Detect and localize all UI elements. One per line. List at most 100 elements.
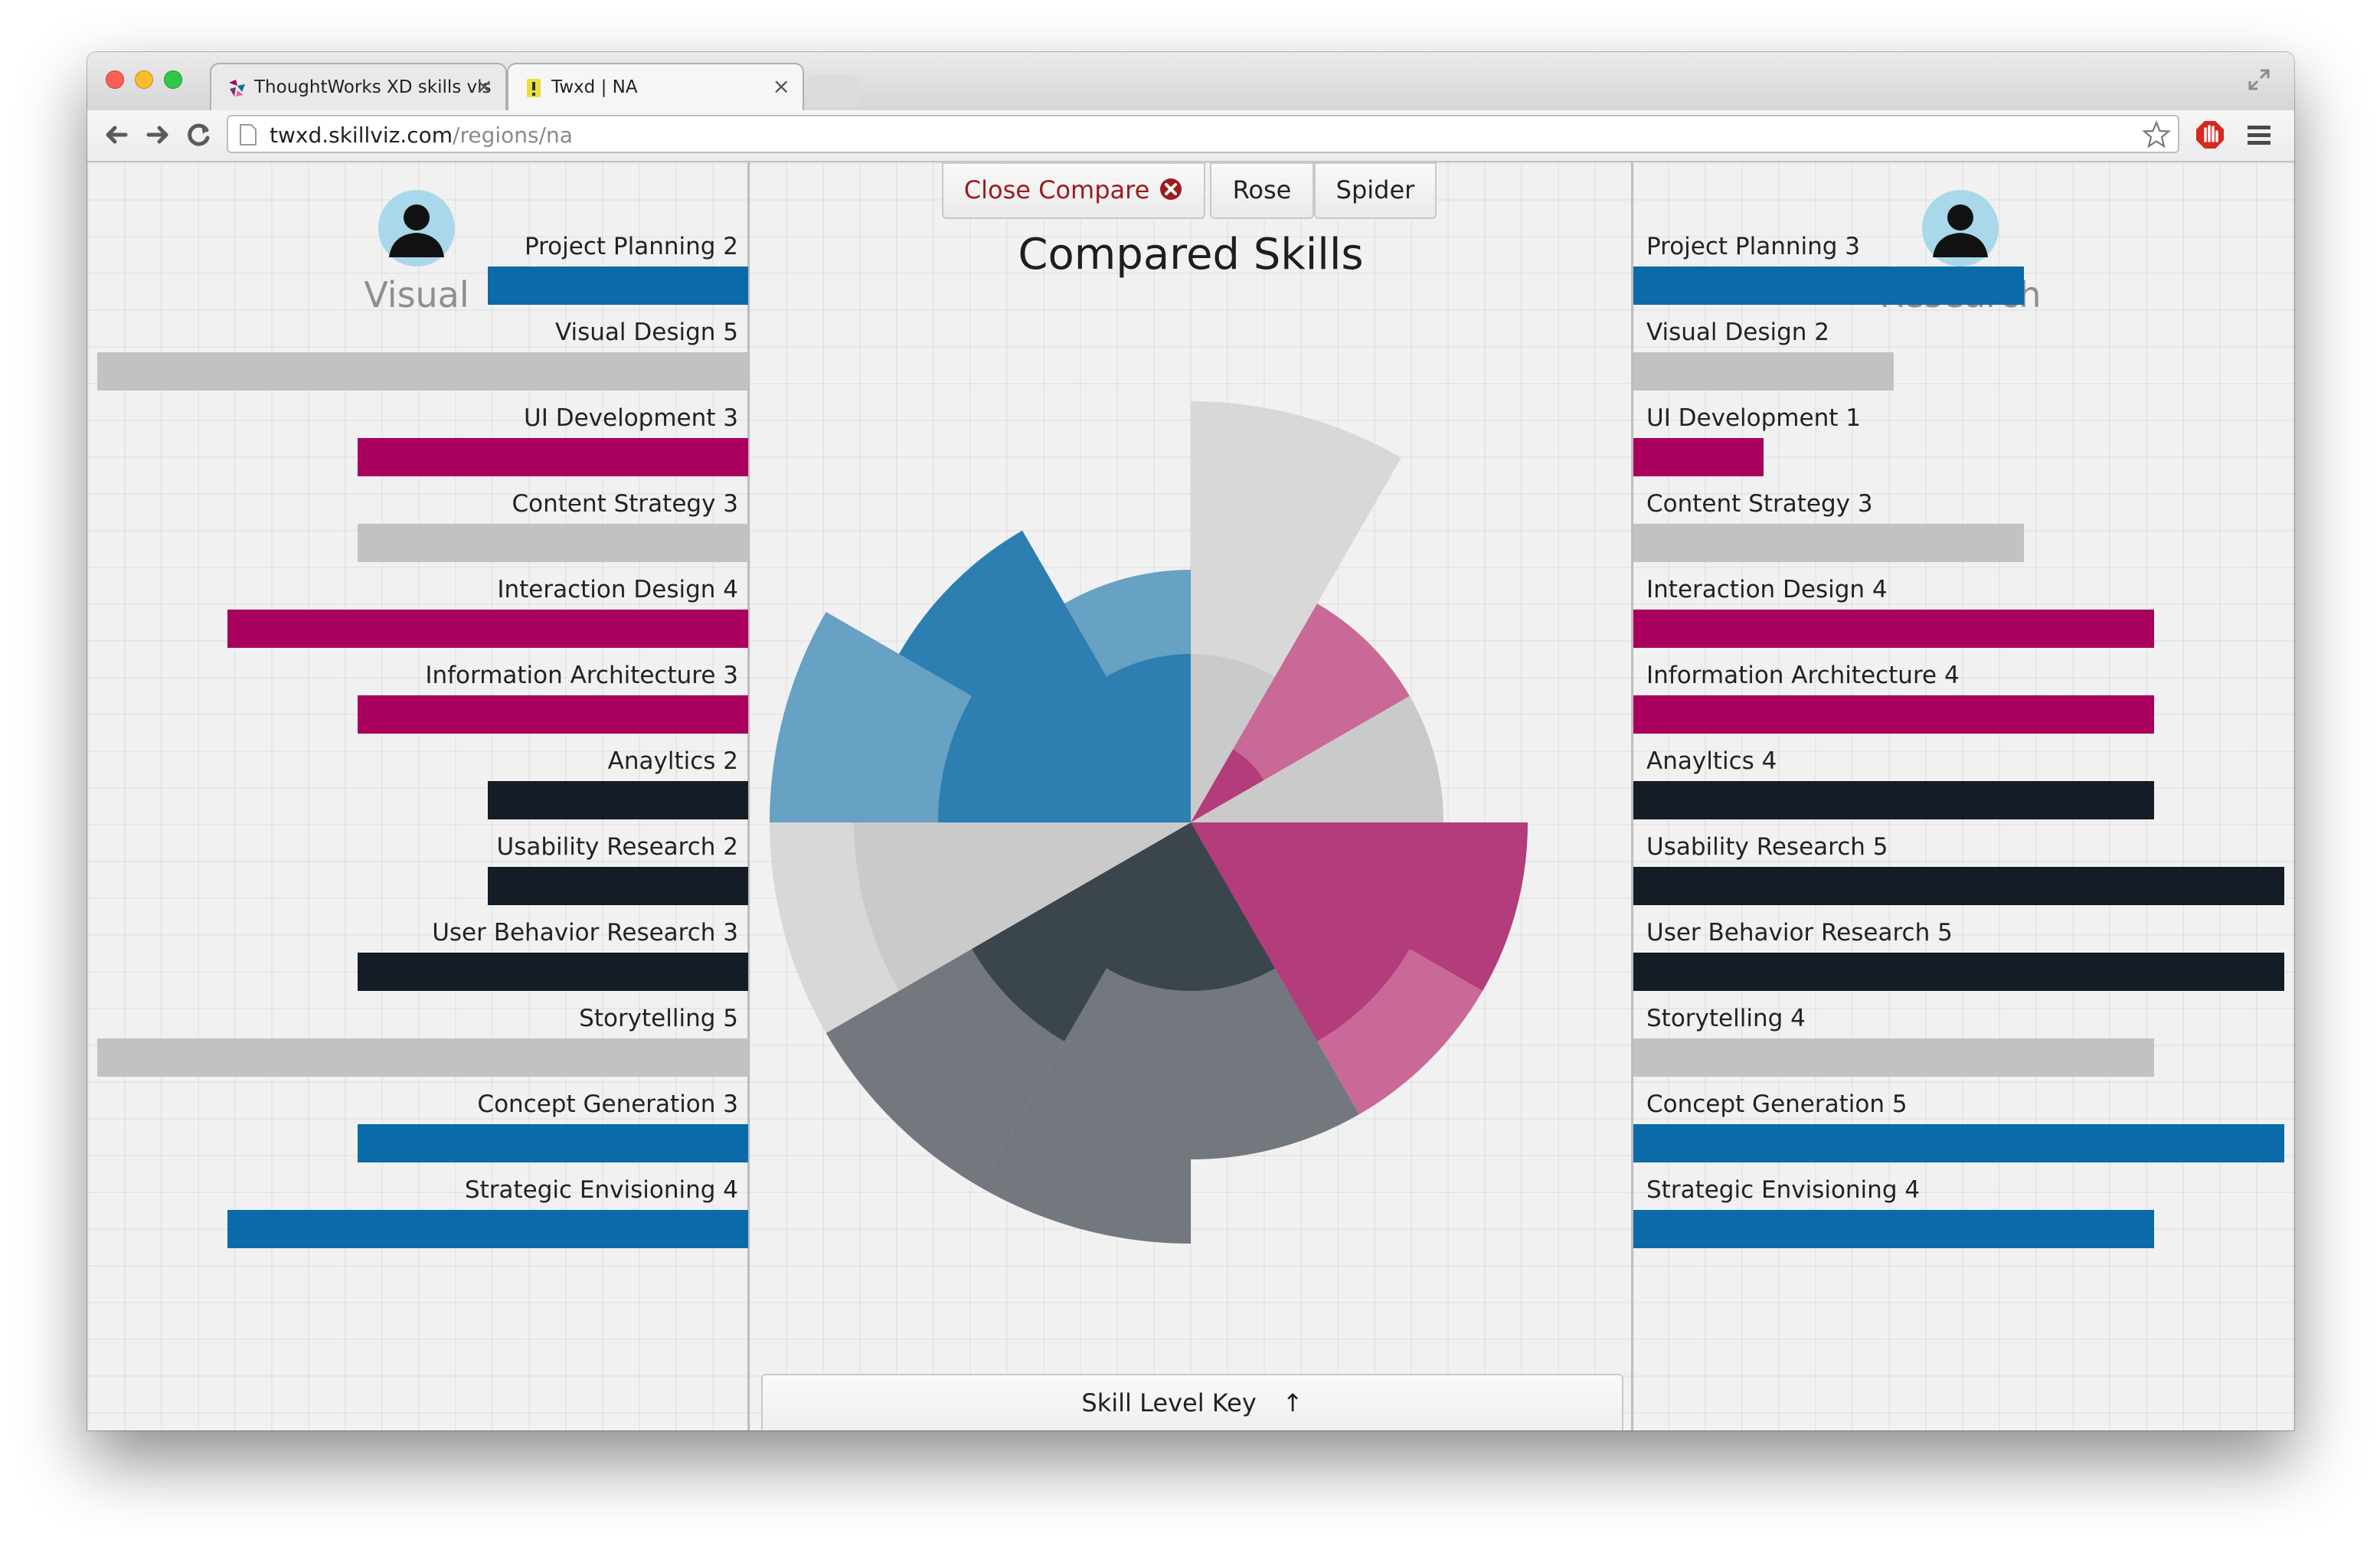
skill-bar[interactable] xyxy=(1633,610,2154,648)
skill-bar[interactable] xyxy=(488,266,748,305)
back-icon[interactable] xyxy=(100,118,133,152)
window-zoom-button[interactable] xyxy=(164,70,182,89)
reload-icon[interactable] xyxy=(182,118,216,152)
adblock-extension-icon[interactable] xyxy=(2193,118,2227,152)
address-bar[interactable]: twxd.skillviz.com/regions/na xyxy=(227,115,2179,153)
visual-avatar-icon[interactable] xyxy=(378,190,455,266)
skill-bar[interactable] xyxy=(1633,266,2024,305)
browser-window: ThoughtWorks XD skills vis × Twxd | NA × xyxy=(87,52,2294,1430)
skill-label: Content Strategy 3 xyxy=(512,490,738,518)
tab-close-icon[interactable]: × xyxy=(772,74,790,99)
skill-bar[interactable] xyxy=(1633,438,1764,476)
skill-label: Visual Design 2 xyxy=(1646,319,1830,346)
browser-toolbar: twxd.skillviz.com/regions/na xyxy=(87,110,2294,162)
skill-label: UI Development 3 xyxy=(524,404,738,432)
skill-label: Project Planning 2 xyxy=(524,233,738,260)
compared-skills-rose-chart xyxy=(770,401,1528,1244)
skill-label: Anayltics 4 xyxy=(1646,747,1777,775)
skill-bar[interactable] xyxy=(1633,352,1894,391)
skill-bar[interactable] xyxy=(1633,695,2154,734)
skill-bar[interactable] xyxy=(358,695,748,734)
skill-bar[interactable] xyxy=(358,438,748,476)
tab-title: ThoughtWorks XD skills vis xyxy=(254,77,492,97)
skill-bar[interactable] xyxy=(358,524,748,562)
forward-icon[interactable] xyxy=(141,118,175,152)
rose-slice-interaction-design-inner[interactable] xyxy=(1191,822,1528,991)
tab-title: Twxd | NA xyxy=(551,77,638,97)
window-close-button[interactable] xyxy=(106,70,124,89)
spider-view-button[interactable]: Spider xyxy=(1314,162,1437,219)
hamburger-menu-icon[interactable] xyxy=(2245,121,2273,149)
thoughtworks-favicon-icon xyxy=(229,80,245,96)
tab-close-icon[interactable]: × xyxy=(475,74,493,99)
skill-label: Content Strategy 3 xyxy=(1646,490,1873,518)
rose-slice-anayltics-inner[interactable] xyxy=(1191,822,1275,991)
arrow-up-icon: ↑ xyxy=(1282,1388,1303,1417)
rose-slice-usability-research-inner[interactable] xyxy=(1107,822,1191,991)
title-bar: ThoughtWorks XD skills vis × Twxd | NA × xyxy=(87,52,2294,110)
skill-bar[interactable] xyxy=(227,610,748,648)
close-circle-icon xyxy=(1160,178,1182,200)
skill-bar[interactable] xyxy=(488,781,748,819)
skill-bar[interactable] xyxy=(97,352,748,391)
skill-bar[interactable] xyxy=(97,1038,748,1077)
right-divider xyxy=(1631,162,1633,1430)
skill-label: User Behavior Research 3 xyxy=(432,919,738,947)
left-divider xyxy=(747,162,750,1430)
skill-bar[interactable] xyxy=(1633,867,2284,905)
skill-bar[interactable] xyxy=(358,1124,748,1162)
skill-label: Concept Generation 3 xyxy=(477,1090,738,1118)
window-minimize-button[interactable] xyxy=(135,70,153,89)
left-profile-name[interactable]: Visual xyxy=(364,274,469,316)
skill-bar[interactable] xyxy=(1633,953,2284,991)
close-compare-label: Close Compare xyxy=(963,175,1150,204)
skill-label: Strategic Envisioning 4 xyxy=(464,1176,738,1204)
rose-slice-project-planning-inner[interactable] xyxy=(1107,654,1191,822)
rose-slice-information-architecture-inner[interactable] xyxy=(1191,822,1410,1041)
close-compare-button[interactable]: Close Compare xyxy=(942,162,1205,219)
skill-label: Strategic Envisioning 4 xyxy=(1646,1176,1921,1204)
skill-bar[interactable] xyxy=(1633,524,2024,562)
skill-label: Usability Research 5 xyxy=(1646,833,1888,861)
skill-label: Concept Generation 5 xyxy=(1646,1090,1908,1118)
skill-bar[interactable] xyxy=(358,953,748,991)
skill-label: UI Development 1 xyxy=(1646,404,1861,432)
rose-slice-concept-generation-inner[interactable] xyxy=(938,696,1191,822)
skill-bar[interactable] xyxy=(488,867,748,905)
skill-level-key-label: Skill Level Key xyxy=(1081,1388,1257,1417)
fullscreen-icon[interactable] xyxy=(2247,67,2271,92)
skill-bar[interactable] xyxy=(1633,1038,2154,1077)
skill-label: Information Architecture 4 xyxy=(1646,662,1960,689)
skill-label: Interaction Design 4 xyxy=(1646,576,1888,603)
rose-slice-strategic-envisioning-inner[interactable] xyxy=(898,530,1191,822)
rose-slice-visual-design-inner[interactable] xyxy=(1191,654,1275,822)
skillviz-app: Visual Project Planning 2 Visual Design 5… xyxy=(87,162,2294,1430)
rose-slice-storytelling-inner[interactable] xyxy=(854,822,1191,991)
skill-label: Project Planning 3 xyxy=(1646,233,1861,260)
skill-label: Storytelling 4 xyxy=(1646,1005,1806,1032)
rose-slice-content-strategy-inner[interactable] xyxy=(1191,696,1443,822)
skill-label: Interaction Design 4 xyxy=(497,576,738,603)
compare-title: Compared Skills xyxy=(1018,230,1364,280)
rose-slice-user-behavior-research-inner[interactable] xyxy=(972,822,1191,1041)
research-avatar-icon[interactable] xyxy=(1922,190,1999,266)
rose-slice-ui-development-inner[interactable] xyxy=(1191,749,1264,822)
skill-bar[interactable] xyxy=(1633,781,2154,819)
skill-bar[interactable] xyxy=(1633,1124,2284,1162)
skill-label: User Behavior Research 5 xyxy=(1646,919,1953,947)
bookmark-star-icon[interactable] xyxy=(2141,119,2172,150)
url-text: twxd.skillviz.com/regions/na xyxy=(270,123,573,148)
skill-label: Storytelling 5 xyxy=(579,1005,738,1032)
browser-tab-2[interactable]: Twxd | NA × xyxy=(507,63,804,110)
skill-bar[interactable] xyxy=(1633,1210,2154,1248)
skill-bar[interactable] xyxy=(227,1210,748,1248)
skill-label: Information Architecture 3 xyxy=(425,662,738,689)
skill-label: Usability Research 2 xyxy=(496,833,738,861)
new-tab-button[interactable] xyxy=(807,75,859,107)
skill-level-key-toggle[interactable]: Skill Level Key ↑ xyxy=(761,1374,1623,1430)
rose-view-button[interactable]: Rose xyxy=(1210,162,1314,219)
page-icon xyxy=(240,124,257,145)
skill-label: Anayltics 2 xyxy=(607,747,738,775)
browser-tab-1[interactable]: ThoughtWorks XD skills vis × xyxy=(210,63,507,110)
exclamation-favicon-icon xyxy=(527,79,541,97)
